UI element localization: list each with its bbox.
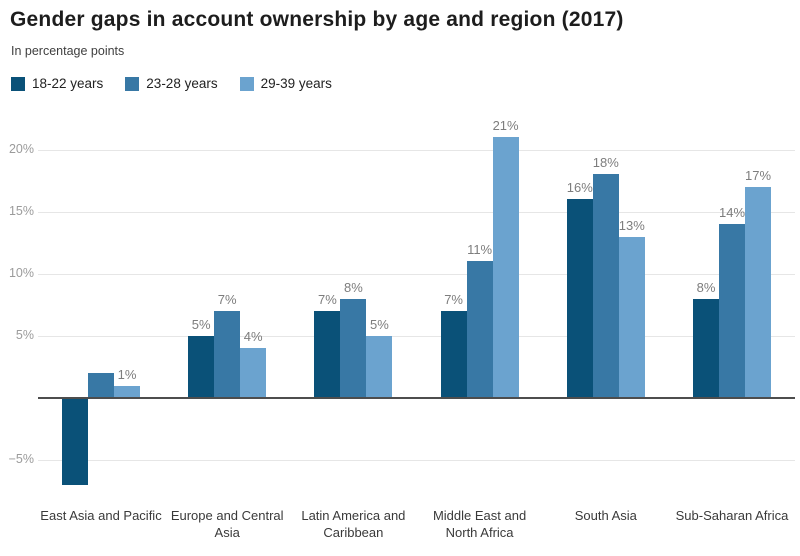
gridline (38, 460, 795, 462)
bar (62, 398, 88, 485)
x-axis-zero-line (38, 397, 795, 399)
legend-swatch-icon (239, 76, 254, 91)
bar (366, 335, 393, 398)
bar-value-label: 18% (592, 155, 619, 171)
gridline (38, 149, 795, 151)
x-axis-category-label: Europe and Central Asia (170, 508, 284, 540)
bar (492, 137, 519, 398)
x-axis-category-label: South Asia (574, 508, 637, 523)
bar-value-label: 5% (191, 316, 211, 332)
bar-value-label: 11% (467, 242, 493, 258)
bar-value-label: 7% (444, 292, 463, 308)
legend-item: 18-22 years (11, 76, 103, 91)
bar-value-label: 4% (243, 329, 263, 345)
legend-label: 23-28 years (146, 76, 218, 91)
y-axis-tick-label: 10% (8, 265, 34, 280)
bar (745, 186, 771, 398)
bar (214, 311, 241, 398)
bar (566, 199, 593, 398)
bar (188, 335, 215, 398)
bar (340, 298, 367, 398)
bar-value-label: 7% (217, 292, 237, 308)
bar-value-label: 17% (744, 167, 772, 183)
legend-label: 29-39 years (260, 76, 332, 91)
x-axis-category-label: Sub-Saharan Africa (675, 508, 789, 523)
bar (314, 311, 341, 398)
bar (719, 224, 745, 398)
bar (693, 298, 719, 398)
bar (114, 385, 140, 398)
x-axis-category-label: East Asia and Pacific (40, 508, 162, 523)
y-axis-tick-label: 5% (15, 327, 34, 342)
chart-subtitle: In percentage points (11, 44, 125, 58)
bar (618, 236, 645, 398)
bar-value-label: 7% (317, 292, 337, 308)
y-axis-tick-label: 20% (8, 141, 34, 156)
y-axis-tick-label: 15% (8, 203, 34, 218)
y-axis-tick-label: −5% (8, 452, 34, 467)
bar-value-label: 1% (117, 366, 137, 382)
bar (88, 373, 114, 398)
bar-value-label: 8% (343, 279, 363, 295)
bar-value-label: 5% (369, 316, 389, 332)
chart-title: Gender gaps in account ownership by age … (10, 8, 624, 31)
legend-item: 29-39 years (239, 76, 332, 91)
bar (440, 311, 467, 398)
bar-value-label: 16% (566, 180, 593, 196)
bar (592, 174, 619, 398)
bar (240, 348, 267, 398)
bar-value-label: 13% (618, 217, 645, 233)
bar-value-label: 14% (718, 205, 746, 221)
bar-value-label: 8% (696, 279, 716, 295)
gridline (38, 211, 795, 213)
x-axis-category-label: Latin America and Caribbean (301, 508, 406, 540)
legend-label: 18-22 years (32, 76, 104, 91)
chart-legend: 18-22 years 23-28 years 29-39 years (11, 76, 332, 91)
bar (466, 261, 493, 398)
gridline (38, 273, 795, 275)
legend-swatch-icon (125, 76, 140, 91)
x-axis-category-label: Middle East and North Africa (432, 508, 527, 540)
gridline (38, 335, 795, 337)
legend-item: 23-28 years (125, 76, 218, 91)
bar-value-label: 21% (492, 118, 519, 134)
legend-swatch-icon (11, 76, 25, 91)
